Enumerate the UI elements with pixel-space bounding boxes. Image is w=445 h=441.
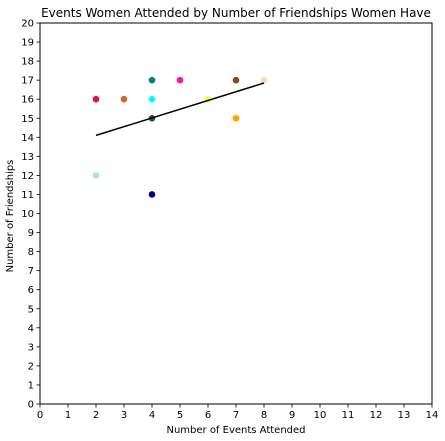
y-tick-label: 7 xyxy=(28,266,34,277)
x-tick-label: 6 xyxy=(205,410,211,421)
y-tick-label: 16 xyxy=(21,95,34,106)
plot-area: 0 1 2 3 4 5 6 7 8 9 10 11 12 13 1401234567891011121314… xyxy=(21,19,438,422)
data-point xyxy=(176,76,184,84)
data-point xyxy=(148,76,156,84)
data-point xyxy=(232,114,240,122)
x-tick-label: 3 xyxy=(121,410,127,421)
y-tick-label: 11 xyxy=(21,190,34,201)
y-tick-label: 17 xyxy=(21,76,34,87)
y-tick-label: 13 xyxy=(21,152,34,163)
data-point xyxy=(92,95,100,103)
y-tick-label: 1 xyxy=(28,380,34,391)
y-tick-label: 9 xyxy=(28,228,34,239)
x-tick-label: 2 xyxy=(93,410,99,421)
data-point xyxy=(260,76,268,84)
y-tick-label: 19 xyxy=(21,38,34,49)
y-tick-label: 3 xyxy=(28,342,34,353)
y-tick-label: 15 xyxy=(21,114,34,125)
x-tick-label: 13 xyxy=(398,410,411,421)
x-tick-label: 11 xyxy=(342,410,355,421)
y-tick-label: 2 xyxy=(28,361,34,372)
x-tick-label: 5 xyxy=(177,410,183,421)
trend-line xyxy=(95,82,265,137)
y-tick-label: 0 xyxy=(28,400,34,411)
x-tick-label: 1 xyxy=(65,410,71,421)
chart-title: Events Women Attended by Number of Frien… xyxy=(41,6,431,20)
x-tick-label: 12 xyxy=(370,410,383,421)
x-tick-label: 7 xyxy=(233,410,239,421)
data-point xyxy=(120,95,128,103)
y-tick-label: 20 xyxy=(21,19,34,30)
y-axis-label: Number of Friendships xyxy=(5,160,16,273)
data-point xyxy=(92,172,100,179)
x-tick-label: 8 xyxy=(261,410,267,421)
y-tick-label: 10 xyxy=(21,209,34,220)
y-tick-label: 18 xyxy=(21,57,34,68)
y-tick-label: 14 xyxy=(21,133,34,144)
x-tick-label: 14 xyxy=(426,410,439,421)
y-tick-label: 4 xyxy=(28,323,34,334)
x-axis-label: Number of Events Attended xyxy=(166,425,305,436)
x-tick-label: 9 xyxy=(289,410,295,421)
y-tick-label: 12 xyxy=(21,171,34,182)
x-tick-label: 4 xyxy=(149,410,155,421)
y-tick-label: 5 xyxy=(28,304,34,315)
x-tick-label: 10 xyxy=(314,410,327,421)
y-tick-label: 6 xyxy=(28,285,34,296)
y-tick-label: 8 xyxy=(28,247,34,258)
data-point xyxy=(148,191,156,198)
data-point xyxy=(148,95,156,103)
data-point xyxy=(232,76,240,84)
x-tick-label: 0 xyxy=(37,410,43,421)
